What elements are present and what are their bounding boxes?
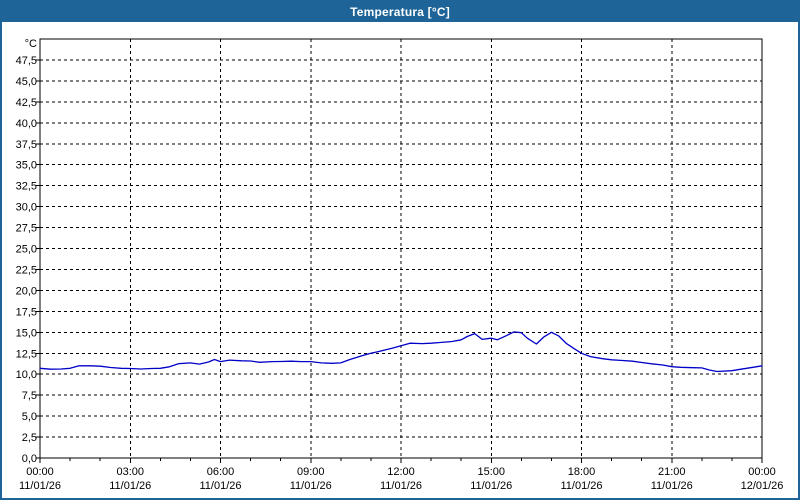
chart-area: 0,0 2,5 5,0 7,5 10,0 12,5 15,0 17,5 20,0 22,5 25,0… <box>2 22 798 498</box>
y-tick-label: 45,0 <box>16 76 37 88</box>
y-tick-label: 22,5 <box>16 264 37 276</box>
y-tick-label: 47,5 <box>16 55 37 67</box>
y-tick-label: 7,5 <box>22 390 37 402</box>
x-tick-time-label: 00:00 <box>26 466 54 478</box>
x-tick-date-label: 11/01/26 <box>109 480 151 492</box>
y-tick-label: 10,0 <box>16 369 37 381</box>
x-axis-labels: 00:00 11/01/26 03:00 11/01/26 06:00 11/01/26 0… <box>19 466 783 492</box>
x-tick-date-label: 11/01/26 <box>290 480 332 492</box>
y-tick-label: 27,5 <box>16 223 37 235</box>
x-tick-time-label: 15:00 <box>477 466 505 478</box>
axis-ticks <box>36 59 763 463</box>
title-bar: Temperatura [°C] <box>2 2 798 22</box>
x-tick-time-label: 21:00 <box>658 466 686 478</box>
chart-svg: 0,0 2,5 5,0 7,5 10,0 12,5 15,0 17,5 20,0 22,5 25,0… <box>16 38 784 492</box>
y-tick-label: 30,0 <box>16 202 37 214</box>
x-tick-time-label: 18:00 <box>568 466 596 478</box>
y-tick-label: 15,0 <box>16 327 37 339</box>
x-tick-time-label: 09:00 <box>297 466 325 478</box>
gridlines <box>40 39 762 458</box>
x-tick-date-label: 11/01/26 <box>19 480 61 492</box>
y-tick-label: 40,0 <box>16 118 37 130</box>
y-tick-label: 32,5 <box>16 181 37 193</box>
temperature-line <box>39 331 763 373</box>
y-tick-label: 2,5 <box>22 432 37 444</box>
y-tick-label: 17,5 <box>16 306 37 318</box>
x-tick-time-label: 12:00 <box>387 466 415 478</box>
x-tick-date-label: 12/01/26 <box>741 480 784 492</box>
y-axis-labels: 0,0 2,5 5,0 7,5 10,0 12,5 15,0 17,5 20,0 22,5 25,0… <box>16 38 37 465</box>
y-tick-label: 20,0 <box>16 285 37 297</box>
y-axis-unit-label: °C <box>25 38 37 50</box>
x-tick-date-label: 11/01/26 <box>651 480 693 492</box>
x-tick-date-label: 11/01/26 <box>470 480 512 492</box>
y-tick-label: 25,0 <box>16 244 37 256</box>
y-tick-label: 37,5 <box>16 139 37 151</box>
x-tick-date-label: 11/01/26 <box>199 480 241 492</box>
y-tick-label: 35,0 <box>16 160 37 172</box>
y-tick-label: 5,0 <box>22 411 37 423</box>
window-title: Temperatura [°C] <box>350 5 450 19</box>
x-tick-time-label: 06:00 <box>207 466 235 478</box>
x-tick-time-label: 03:00 <box>116 466 144 478</box>
y-tick-label: 12,5 <box>16 348 37 360</box>
y-tick-label: 0,0 <box>22 453 37 465</box>
y-tick-label: 42,5 <box>16 97 37 109</box>
x-tick-date-label: 11/01/26 <box>560 480 602 492</box>
x-tick-time-label: 00:00 <box>748 466 776 478</box>
plot-border <box>39 38 763 459</box>
x-tick-date-label: 11/01/26 <box>380 480 422 492</box>
